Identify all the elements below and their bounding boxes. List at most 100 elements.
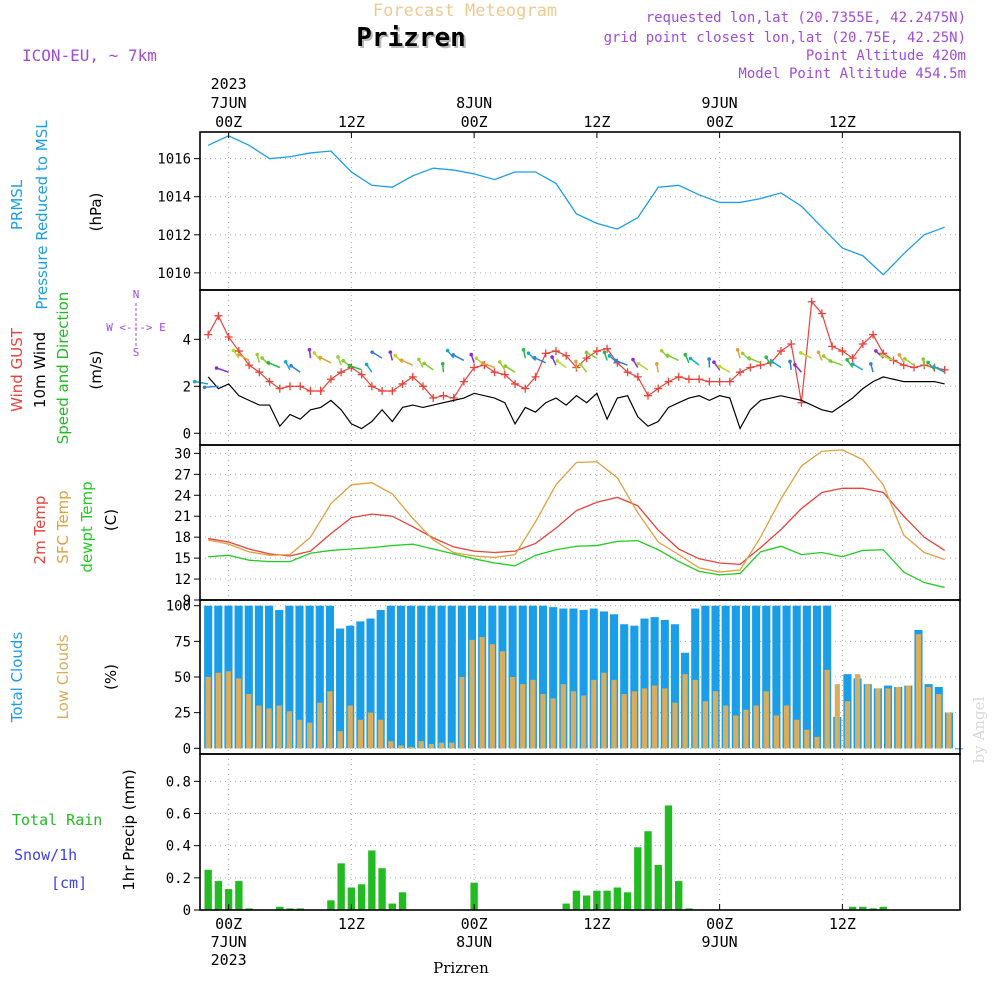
time-label-bottom: 2023 (211, 951, 247, 969)
wind-gust-marker (654, 384, 663, 393)
wind-direction-arrow (556, 360, 567, 369)
wind-arrow-head (816, 350, 821, 355)
low-clouds-bar (296, 719, 303, 749)
low-clouds-bar (611, 679, 617, 749)
wind-direction-arrow (933, 366, 945, 373)
temp-ytick-label: 27 (174, 467, 191, 483)
low-clouds-bar (286, 711, 292, 749)
low-clouds-bar (804, 729, 810, 749)
low-clouds-bar (926, 686, 932, 749)
wind-gust-marker (807, 297, 816, 306)
temp-ytick-label: 18 (174, 530, 191, 546)
low-clouds-bar (692, 679, 698, 749)
wind-arrow-head (821, 354, 826, 358)
wind-arrow-head (659, 348, 664, 353)
precip-ytick-label: 0.4 (166, 839, 191, 855)
low-clouds-bar (378, 719, 384, 749)
temp-dewpt-line (208, 539, 945, 589)
low-clouds-bar (266, 708, 272, 749)
wind-direction-arrow (615, 359, 628, 366)
chart-title-shadow: Prizren (358, 25, 468, 55)
total-clouds-bar (244, 605, 253, 749)
low-clouds-bar (408, 746, 414, 749)
rain-bar (337, 863, 345, 910)
wind-gust-marker (388, 386, 397, 395)
wind-arrow-head (688, 356, 693, 361)
low-clouds-bar (479, 637, 485, 749)
wind-gust-marker (858, 340, 867, 349)
total-clouds-bar (315, 605, 324, 749)
wind-direction-arrow (748, 357, 761, 364)
info-line-requested: requested lon,lat (20.7355E, 42.2475N) (646, 10, 966, 26)
temp-ytick-label: 21 (174, 509, 191, 525)
low-clouds-bar (550, 698, 556, 749)
rain-bar (859, 906, 867, 910)
clouds-ytick-label: 0 (183, 741, 191, 757)
rain-bar (848, 906, 857, 910)
compass-north: N (133, 288, 140, 301)
pressure-line (207, 135, 945, 276)
wind-ytick-label: 2 (183, 379, 191, 395)
wind-gust-marker (245, 361, 254, 370)
wind-arrow-head (602, 350, 607, 355)
temp-ytick-label: 30 (174, 446, 191, 462)
info-line-model-altitude: Model Point Altitude 454.5m (738, 66, 966, 82)
wind-arrow-head (318, 355, 323, 360)
precip-ytick-label: 0.8 (166, 774, 191, 790)
total-clouds-bar (437, 605, 446, 749)
rain-bar (214, 881, 223, 910)
wind-arrow-head (260, 356, 264, 360)
wind-gust-marker (357, 370, 366, 379)
total-clouds-bar (518, 605, 527, 749)
wind-arrow-head (614, 358, 618, 363)
low-clouds-bar (743, 709, 749, 749)
total-clouds-bar (660, 619, 669, 749)
wind-gust-marker (838, 347, 847, 356)
time-label-top: 9JUN (702, 94, 738, 112)
low-clouds-bar (834, 684, 840, 749)
wind-arrow-head (231, 348, 236, 353)
time-label-bottom: 12Z (829, 915, 856, 933)
low-clouds-bar (499, 651, 506, 749)
wind-arrow-head (550, 355, 554, 359)
wind-arrow-head (283, 360, 288, 364)
low-clouds-bar (682, 674, 688, 749)
wind-gust-marker (684, 375, 693, 384)
low-clouds-bar (357, 719, 363, 749)
rain-bar (685, 908, 693, 910)
wind-direction-arrow (852, 363, 864, 371)
precip-ytick-label: 0.2 (166, 871, 191, 887)
wind-arrow-head (735, 348, 740, 352)
rain-bar (276, 906, 284, 910)
wind-gust-marker (592, 347, 601, 356)
total-clouds-bar (762, 605, 771, 749)
footer-location: Prizren (433, 959, 489, 977)
wind-direction-arrow (534, 357, 547, 364)
wind-arrow-head (636, 361, 641, 366)
wind-direction-arrow (290, 365, 301, 373)
pressure-ytick-label: 1014 (157, 190, 191, 206)
temp-2m-line (208, 487, 946, 566)
low-clouds-bar (875, 688, 881, 749)
total-clouds-bar (427, 605, 436, 749)
precip-ytick-label: 0 (183, 903, 191, 919)
total-clouds-bar (265, 605, 274, 749)
wind-direction-arrow (401, 359, 414, 366)
temp-label-dewpt: dewpt Temp (78, 481, 96, 572)
total-clouds-bar (579, 609, 588, 749)
wind-gust-marker (848, 354, 857, 363)
wind-arrow-head (747, 356, 751, 360)
total-clouds-bar (955, 748, 964, 750)
info-line-point-altitude: Point Altitude 420m (806, 48, 966, 64)
wind-direction-arrow (800, 352, 813, 359)
low-clouds-bar (601, 672, 607, 749)
total-clouds-bar (336, 628, 345, 749)
total-clouds-bar (691, 608, 700, 749)
wind-arrow-head (399, 358, 404, 363)
info-line-grid-point: grid point closest lon,lat (20.75E, 42.2… (604, 30, 966, 46)
low-clouds-bar (946, 712, 952, 749)
wind-gust-marker (265, 377, 274, 386)
time-label-top: 7JUN (211, 94, 247, 112)
wind-arrow-head (336, 355, 340, 359)
wind-ytick-label: 0 (183, 426, 191, 442)
